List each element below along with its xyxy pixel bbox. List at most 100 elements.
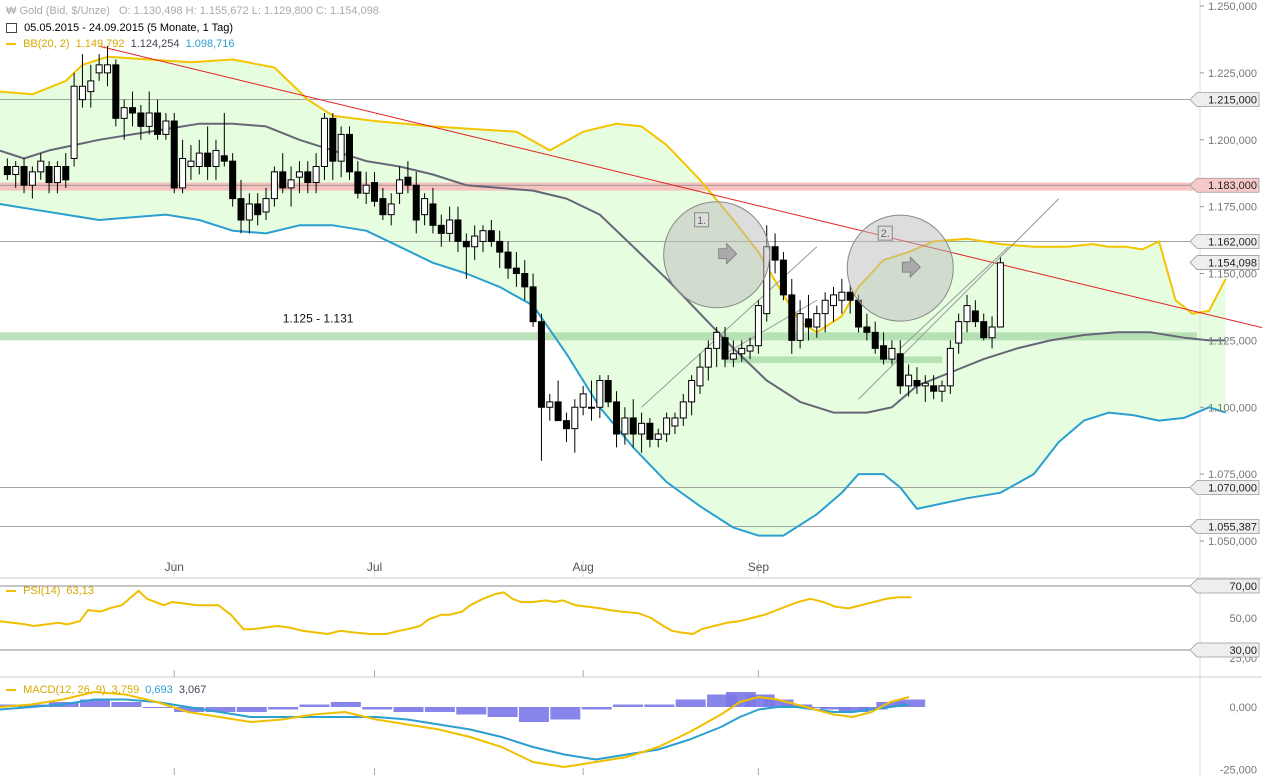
macd-panel: 0,000 -25,000 <box>0 691 1257 775</box>
candle <box>371 171 379 207</box>
macd-histogram-bar <box>142 707 173 708</box>
candle <box>587 380 595 421</box>
macd-histogram-bar <box>174 707 205 712</box>
macd-histogram-bar <box>268 707 299 710</box>
candle-body <box>604 380 612 403</box>
candlestick-series <box>3 46 1004 461</box>
bb-mid-value: 1.124,254 <box>130 38 180 50</box>
candle <box>571 399 579 453</box>
macd-label: MACD(12, 26, 9) <box>23 684 106 696</box>
candle <box>746 337 754 360</box>
candle <box>320 113 328 180</box>
candle <box>679 393 687 426</box>
candle <box>229 153 237 207</box>
candle <box>137 104 145 140</box>
candle-body <box>220 155 228 162</box>
price-tick-label: 1.175,000 <box>1208 202 1257 214</box>
candle-body <box>479 230 487 242</box>
macd-histogram-bar <box>819 707 850 710</box>
macd-tick-label: 0,000 <box>1229 702 1257 714</box>
chart-lines <box>0 45 1262 537</box>
candle-body <box>988 326 996 339</box>
candle <box>688 375 696 416</box>
candle-body <box>454 219 462 242</box>
candle <box>537 313 545 461</box>
bb-lower-value: 1.098,716 <box>185 38 235 50</box>
candle <box>421 193 429 226</box>
candle-body <box>179 157 187 189</box>
candle <box>996 257 1004 328</box>
bb-upper-value: 1.149,792 <box>75 38 125 50</box>
price-tick-label: 1.050,000 <box>1208 536 1257 548</box>
candle-body <box>587 406 595 409</box>
candle-body <box>946 347 954 387</box>
candle-body <box>754 305 762 347</box>
candle-body <box>671 417 679 427</box>
candle <box>345 126 353 180</box>
price-axis: 1.250,000 1.225,000 1.200,000 1.175,000 1.15… <box>1189 1 1260 548</box>
candle-body <box>245 203 253 221</box>
candle <box>512 252 520 287</box>
candle <box>37 153 45 180</box>
candle-body <box>613 401 621 435</box>
candle-body <box>129 107 137 114</box>
candle-body <box>930 385 938 392</box>
candle <box>980 313 988 341</box>
candle-body <box>421 198 429 216</box>
candle-body <box>905 374 913 387</box>
candle <box>270 166 278 207</box>
candle <box>696 353 704 394</box>
candle-body <box>354 171 362 194</box>
candle <box>905 364 913 397</box>
candle-body <box>446 219 454 234</box>
circle-number: 1. <box>697 215 706 227</box>
candle-body <box>713 331 721 349</box>
candle <box>78 54 86 108</box>
candle <box>913 367 921 394</box>
candle <box>880 332 888 365</box>
candle-body <box>796 313 804 341</box>
candle <box>279 153 287 194</box>
month-label: Aug <box>572 560 593 574</box>
candle-body <box>195 152 203 167</box>
candle-body <box>396 179 404 194</box>
candle-body <box>679 401 687 419</box>
macd-histogram-bar <box>456 707 487 715</box>
macd-hist-value: 3,067 <box>178 684 207 696</box>
candle <box>462 233 470 279</box>
candle-body <box>154 112 162 135</box>
highlight-circle <box>663 201 771 309</box>
chart-icon: ₩ <box>6 5 17 17</box>
candle <box>162 113 170 140</box>
bb-mid-line <box>0 122 1226 414</box>
candle-body <box>963 305 971 323</box>
time-axis: Jun Jul Aug Sep <box>165 560 769 775</box>
candle-body <box>20 166 28 186</box>
candle-body <box>212 149 220 167</box>
calendar-icon <box>6 23 17 34</box>
candle-body <box>237 198 245 221</box>
candle <box>888 340 896 365</box>
candle-body <box>880 345 888 360</box>
candle-body <box>496 240 504 253</box>
candle <box>95 54 103 81</box>
candle-body <box>663 417 671 435</box>
candle-body <box>162 120 170 135</box>
candle <box>62 153 70 188</box>
price-tag-label: 1.215,000 <box>1208 95 1257 107</box>
candle <box>646 417 654 448</box>
candle-body <box>546 401 554 408</box>
candle-body <box>871 331 879 349</box>
macd-value: 3,759 <box>111 684 140 696</box>
candle-body <box>170 120 178 189</box>
candle <box>621 407 629 445</box>
candle <box>946 340 954 394</box>
price-tag <box>1189 255 1260 270</box>
candle <box>412 171 420 234</box>
price-tag <box>1189 519 1260 534</box>
candle-body <box>53 166 61 184</box>
candle <box>713 327 721 368</box>
candle-body <box>537 321 545 408</box>
macd-histogram-bar <box>299 704 330 707</box>
candle-body <box>746 345 754 352</box>
